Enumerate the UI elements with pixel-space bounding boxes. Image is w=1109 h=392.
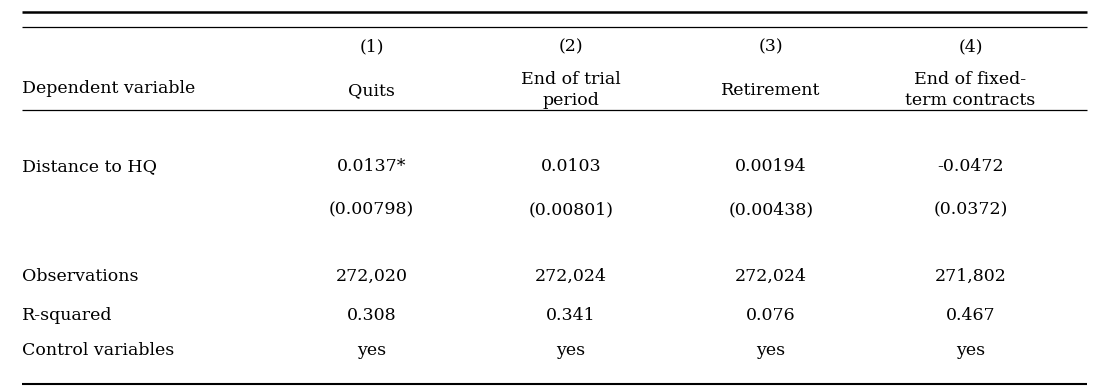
Text: (0.00801): (0.00801)	[529, 201, 613, 218]
Text: -0.0472: -0.0472	[937, 158, 1004, 175]
Text: Dependent variable: Dependent variable	[22, 80, 195, 97]
Text: Retirement: Retirement	[721, 82, 821, 99]
Text: 0.341: 0.341	[547, 307, 596, 324]
Text: (2): (2)	[559, 38, 583, 56]
Text: yes: yes	[756, 342, 785, 359]
Text: 272,020: 272,020	[336, 268, 407, 285]
Text: (4): (4)	[958, 38, 983, 56]
Text: 0.00194: 0.00194	[735, 158, 806, 175]
Text: (1): (1)	[359, 38, 384, 56]
Text: Observations: Observations	[22, 268, 139, 285]
Text: Control variables: Control variables	[22, 342, 174, 359]
Text: (0.00438): (0.00438)	[729, 201, 813, 218]
Text: Quits: Quits	[348, 82, 395, 99]
Text: (3): (3)	[759, 38, 783, 56]
Text: 0.0103: 0.0103	[541, 158, 601, 175]
Text: 0.308: 0.308	[347, 307, 396, 324]
Text: yes: yes	[357, 342, 386, 359]
Text: 0.467: 0.467	[946, 307, 995, 324]
Text: 271,802: 271,802	[935, 268, 1006, 285]
Text: 272,024: 272,024	[536, 268, 607, 285]
Text: End of fixed-
term contracts: End of fixed- term contracts	[905, 71, 1036, 109]
Text: 0.0137*: 0.0137*	[337, 158, 406, 175]
Text: (0.0372): (0.0372)	[933, 201, 1008, 218]
Text: 0.076: 0.076	[746, 307, 795, 324]
Text: End of trial
period: End of trial period	[521, 71, 621, 109]
Text: (0.00798): (0.00798)	[329, 201, 414, 218]
Text: 272,024: 272,024	[735, 268, 806, 285]
Text: R-squared: R-squared	[22, 307, 113, 324]
Text: yes: yes	[557, 342, 586, 359]
Text: yes: yes	[956, 342, 985, 359]
Text: Distance to HQ: Distance to HQ	[22, 158, 157, 175]
